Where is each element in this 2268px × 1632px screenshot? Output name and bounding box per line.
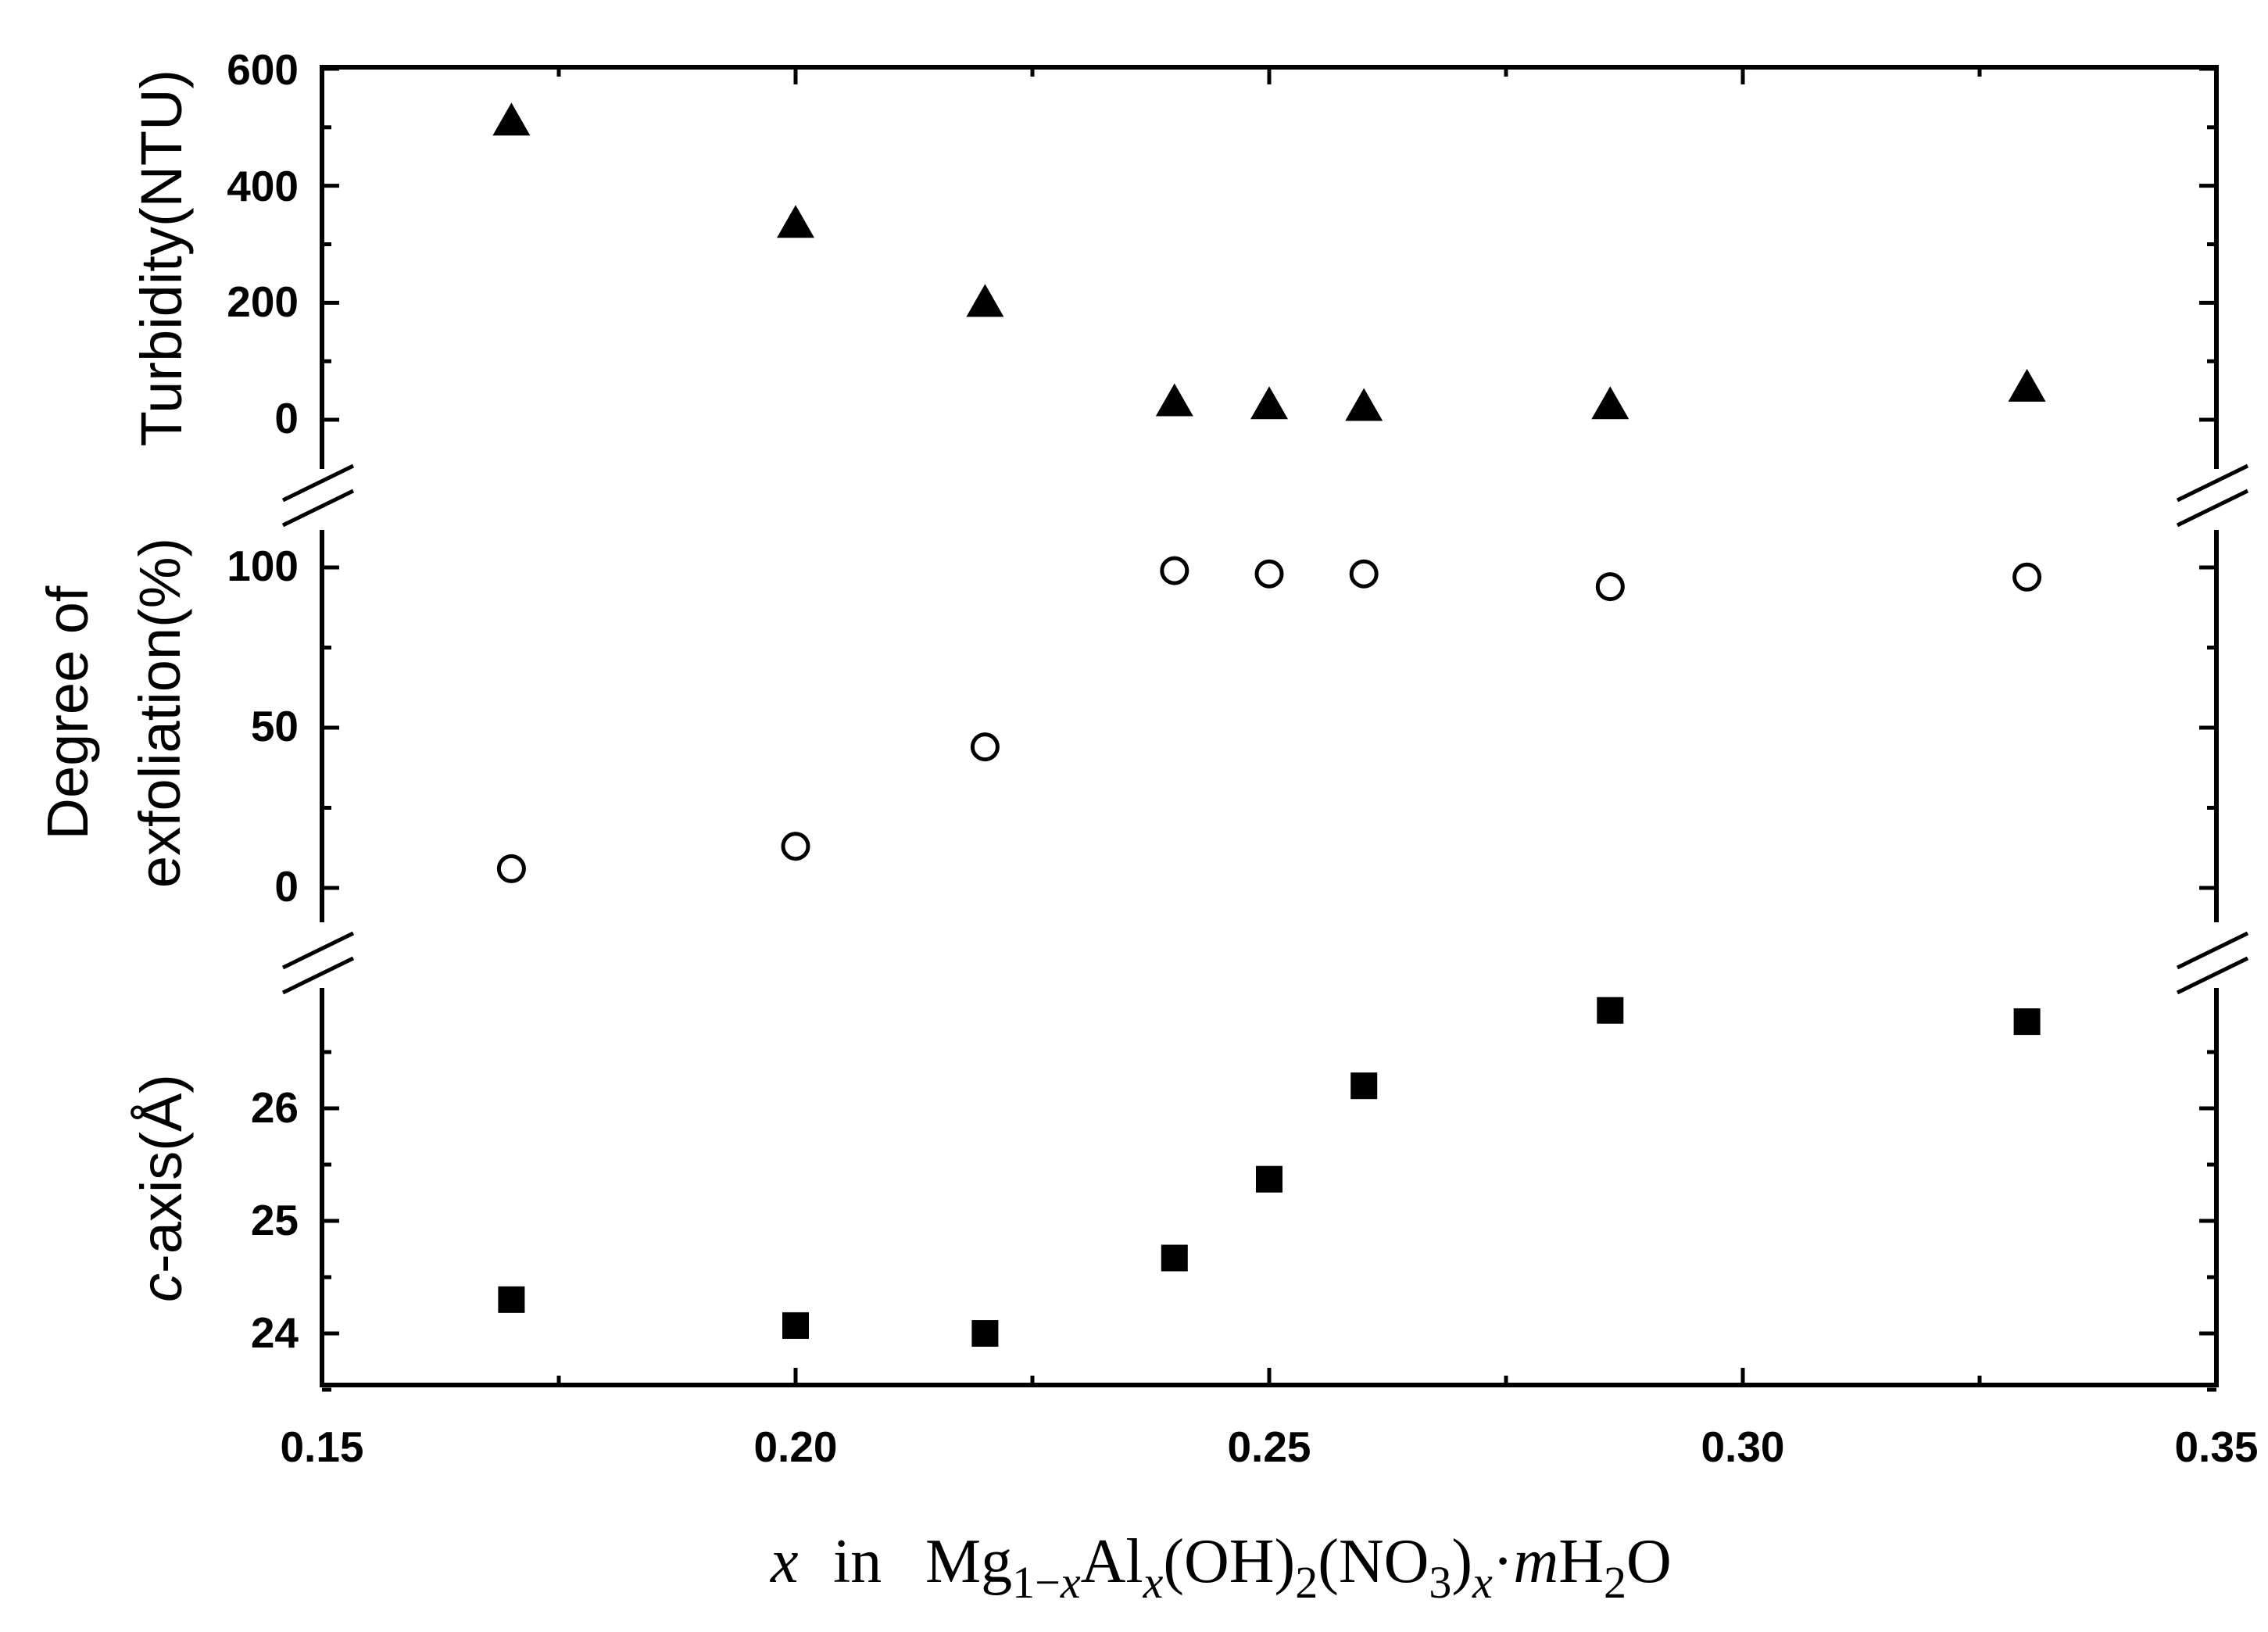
turbidity-point <box>1250 386 1288 420</box>
y-tick-label: 26 <box>251 1083 299 1132</box>
turbidity-point <box>966 284 1004 317</box>
exfoliation-point <box>1160 556 1189 585</box>
c-axis-italic-c: c <box>129 1273 194 1302</box>
svg-text:Mg1−xAlx(OH)2(NO3)x·mH2O: Mg1−xAlx(OH)2(NO3)x·mH2O <box>925 1527 1672 1608</box>
exfoliation-point <box>781 832 810 861</box>
x-tick-label: 0.35 <box>2174 1423 2258 1471</box>
turbidity-point <box>1155 383 1193 417</box>
y-axis-title-turbidity: Turbidity(NTU) <box>129 70 194 446</box>
x-tick-label: 0.15 <box>280 1423 363 1471</box>
x-axis-title: x in Mg1−xAlx(OH)2(NO3)x·mH2O <box>770 1527 1672 1608</box>
exfoliation-point <box>1254 559 1284 589</box>
x-tick-label: 0.30 <box>1701 1423 1784 1471</box>
y-axis-title-c-axis: c-axis(Å) <box>129 1074 194 1302</box>
axis-ticks <box>320 66 2219 1392</box>
c-axis-point <box>1256 1165 1282 1193</box>
axis-break-bottom <box>281 931 2249 995</box>
y-tick-label: 0 <box>274 862 299 911</box>
turbidity-point <box>492 102 531 136</box>
y-tick-labels-c-axis: 24 25 26 <box>251 1083 299 1357</box>
exfoliation-point <box>1349 559 1379 589</box>
x-tick-label: 0.25 <box>1227 1423 1311 1471</box>
data-points <box>492 102 2046 1347</box>
c-axis-point <box>498 1286 525 1313</box>
y-tick-label: 100 <box>227 542 299 590</box>
turbidity-point <box>1591 386 1629 420</box>
y-tick-label: 200 <box>227 277 299 326</box>
y-tick-label: 600 <box>227 45 299 94</box>
y-tick-labels-exfoliation: 0 50 100 <box>227 542 299 911</box>
x-tick-label: 0.20 <box>753 1423 837 1471</box>
x-tick-labels: 0.15 0.20 0.25 0.30 0.35 <box>280 1423 2258 1471</box>
turbidity-point <box>1345 388 1383 421</box>
c-axis-point <box>971 1320 999 1347</box>
exfoliation-point <box>1595 572 1625 602</box>
axis-break-top <box>281 463 2249 528</box>
c-axis-point <box>1350 1072 1378 1100</box>
y-tick-label: 400 <box>227 162 299 210</box>
exfoliation-point <box>970 732 1000 762</box>
y-tick-label: 50 <box>251 702 299 750</box>
exfoliation-point <box>2012 562 2042 592</box>
y-tick-labels-turbidity: 0 200 400 600 <box>227 45 299 442</box>
y-axis-title-exfoliation-line2: exfoliation(%) <box>127 538 192 888</box>
x-axis-in: in <box>833 1527 882 1596</box>
turbidity-point <box>777 205 814 238</box>
y-tick-label: 25 <box>251 1196 299 1244</box>
c-axis-point <box>2013 1008 2041 1036</box>
x-axis-variable: x <box>770 1527 799 1596</box>
y-tick-label: 0 <box>274 394 299 442</box>
c-axis-point <box>1597 997 1624 1024</box>
c-axis-point <box>1161 1244 1188 1272</box>
exfoliation-point <box>496 854 526 883</box>
turbidity-point <box>2008 368 2046 402</box>
c-axis-point <box>782 1312 809 1339</box>
y-tick-label: 24 <box>251 1308 299 1357</box>
y-axis-title-exfoliation-line1: Degree of <box>35 585 100 839</box>
c-axis-label-rest: -axis(Å) <box>129 1074 194 1273</box>
